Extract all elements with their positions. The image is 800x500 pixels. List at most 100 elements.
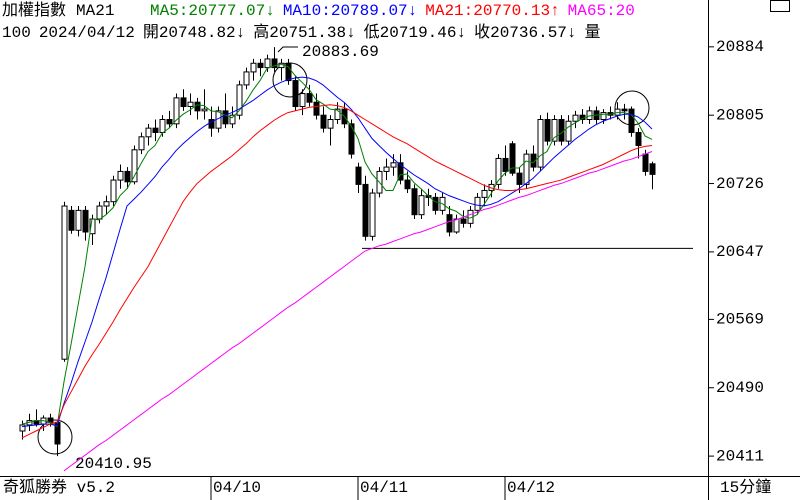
annotation: 20410.95	[75, 455, 152, 473]
candle-body	[649, 163, 656, 175]
y-tick-label: 20805	[716, 106, 764, 124]
candle-body	[369, 192, 376, 237]
candle-body	[19, 424, 26, 432]
candle-body	[404, 179, 411, 190]
candle-body	[565, 120, 572, 142]
candle-body	[145, 127, 152, 138]
y-tick-label: 20647	[716, 243, 764, 261]
highlight-circle	[37, 419, 73, 455]
candle-body	[320, 114, 327, 129]
candle-body	[516, 172, 523, 185]
candle-body	[96, 205, 103, 220]
candle-body	[537, 119, 544, 168]
candle-body	[166, 119, 173, 125]
candle-body	[495, 157, 502, 185]
candle-body	[61, 205, 68, 360]
candle-body	[201, 108, 208, 112]
candle-body	[362, 183, 369, 237]
candle-body	[138, 136, 145, 151]
candle-body	[411, 188, 418, 216]
x-tick-label: 04/10	[213, 479, 261, 497]
legend-entry: MA21:20770.13↑	[425, 2, 559, 20]
ma-line	[63, 151, 653, 472]
candle-body	[68, 209, 75, 231]
info-item: 量	[585, 24, 601, 42]
period: 15分鐘	[720, 478, 771, 497]
window-button[interactable]	[770, 0, 790, 12]
candle-body	[229, 114, 236, 125]
candle-body	[418, 195, 425, 216]
candle-body	[313, 101, 320, 116]
candle-body	[572, 114, 579, 122]
candle-body	[306, 93, 313, 103]
candle-body	[159, 119, 166, 133]
info-item: 100	[2, 24, 31, 42]
candle-body	[152, 127, 159, 133]
candle-body	[327, 119, 334, 129]
legend-entry: MA10:20789.07↓	[283, 2, 417, 20]
x-tick-label: 04/12	[507, 479, 555, 497]
candle-body	[446, 214, 453, 233]
candle-body	[621, 108, 628, 112]
x-tick-label: 04/11	[360, 479, 408, 497]
info-item: 2024/04/12	[39, 24, 135, 42]
candle-body	[334, 108, 341, 121]
candle-body	[271, 58, 278, 69]
candle-body	[355, 166, 362, 185]
candle-body	[530, 153, 537, 168]
candle-body	[460, 218, 467, 224]
candle-body	[432, 196, 439, 211]
candle-body	[481, 189, 488, 198]
candle-body	[75, 209, 82, 231]
info-item: 高20751.38↓	[253, 23, 355, 42]
y-tick-label: 20411	[716, 447, 764, 465]
ma-line	[21, 76, 653, 428]
candle-body	[257, 62, 264, 69]
annotation: 20883.69	[302, 43, 379, 61]
annotation-leader	[277, 46, 298, 53]
candle-body	[131, 149, 138, 183]
candle-body	[474, 196, 481, 211]
candle-body	[453, 218, 460, 233]
candle-body	[103, 201, 110, 207]
legend-entry: MA5:20777.07↓	[150, 2, 275, 20]
candle-body	[299, 93, 306, 108]
y-tick-label: 20490	[716, 379, 764, 397]
candle-body	[124, 170, 131, 183]
candle-body	[586, 110, 593, 121]
candle-body	[397, 162, 404, 181]
candle-body	[264, 58, 271, 69]
candle-body	[509, 143, 516, 174]
candle-body	[173, 97, 180, 125]
info-item: 低20719.46↓	[364, 23, 466, 42]
candle-body	[194, 101, 201, 112]
candle-body	[250, 62, 257, 73]
header-title: 加權指數	[2, 1, 66, 20]
candle-body	[236, 84, 243, 116]
candle-body	[82, 209, 89, 233]
candle-body	[117, 170, 124, 181]
candle-body	[348, 123, 355, 155]
header-title: MA21	[76, 2, 114, 20]
candle-body	[110, 179, 117, 203]
y-tick-label: 20726	[716, 175, 764, 193]
candle-body	[628, 108, 635, 133]
header: 加權指數 MA21 MA5:20777.07↓ MA10:20789.07↓ MA21:…	[2, 1, 635, 42]
legend-entry: MA65:20	[568, 2, 635, 20]
candle-body	[551, 119, 558, 142]
info-item: 收20736.57↓	[474, 23, 576, 42]
software-name: 奇狐勝券 v5.2	[3, 478, 115, 497]
y-tick-label: 20884	[716, 38, 764, 56]
candle-body	[600, 112, 607, 121]
candle-body	[187, 101, 194, 108]
candle-body	[383, 166, 390, 172]
candle-body	[390, 162, 397, 168]
y-tick-label: 20569	[716, 311, 764, 329]
candle-body	[222, 110, 229, 125]
candle-body	[243, 71, 250, 86]
info-item: 開20748.82↓	[143, 24, 245, 42]
candle-body	[642, 153, 649, 172]
candle-body	[502, 157, 509, 172]
